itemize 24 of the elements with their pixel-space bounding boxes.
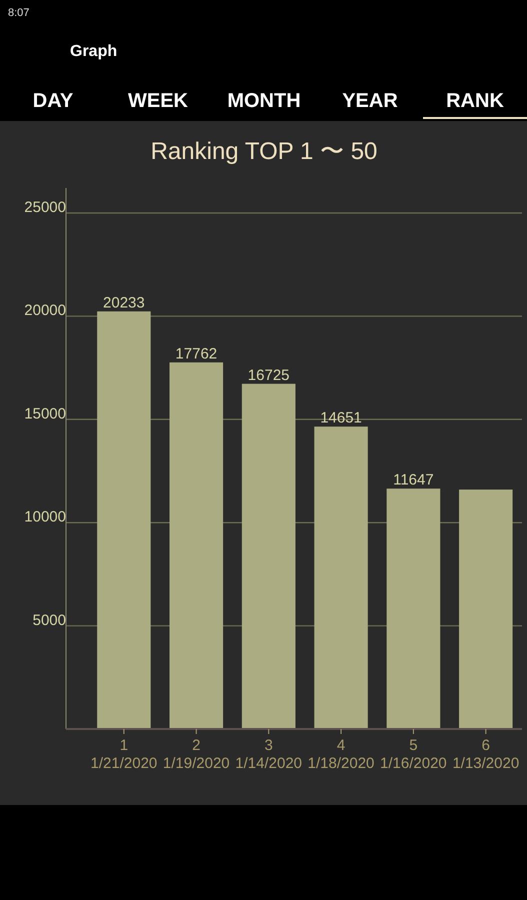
y-tick-label: 25000: [24, 199, 66, 216]
data-label: 11647: [393, 472, 434, 489]
y-tick-label: 5000: [32, 612, 66, 629]
text: Graph: [70, 43, 118, 60]
x-tick-label: 6 1/13/2020: [452, 737, 520, 772]
text: DAY: [32, 90, 74, 112]
y-tick-label: 20000: [24, 302, 66, 320]
text: RANK: [446, 90, 504, 112]
chart-title: Ranking TOP 1 〜 50: [150, 138, 378, 165]
x-tick-label: 3 1/14/2020: [235, 737, 302, 772]
text: YEAR: [342, 90, 398, 112]
text: MONTH: [227, 90, 301, 112]
x-tick-label: 2 1/19/2020: [162, 737, 230, 772]
text: 8:07: [8, 7, 30, 19]
text: WEEK: [128, 90, 189, 112]
data-label: 14651: [320, 410, 362, 427]
y-tick-label: 15000: [24, 405, 66, 422]
data-label: 17762: [175, 345, 218, 362]
x-tick-label: 4 1/18/2020: [308, 737, 374, 772]
data-label: 20233: [103, 294, 145, 312]
y-tick-label: 10000: [24, 508, 66, 526]
data-label: 16725: [248, 366, 290, 384]
x-tick-label: 5 1/16/2020: [380, 737, 447, 772]
x-tick-label: 1 1/21/2020: [90, 737, 158, 772]
